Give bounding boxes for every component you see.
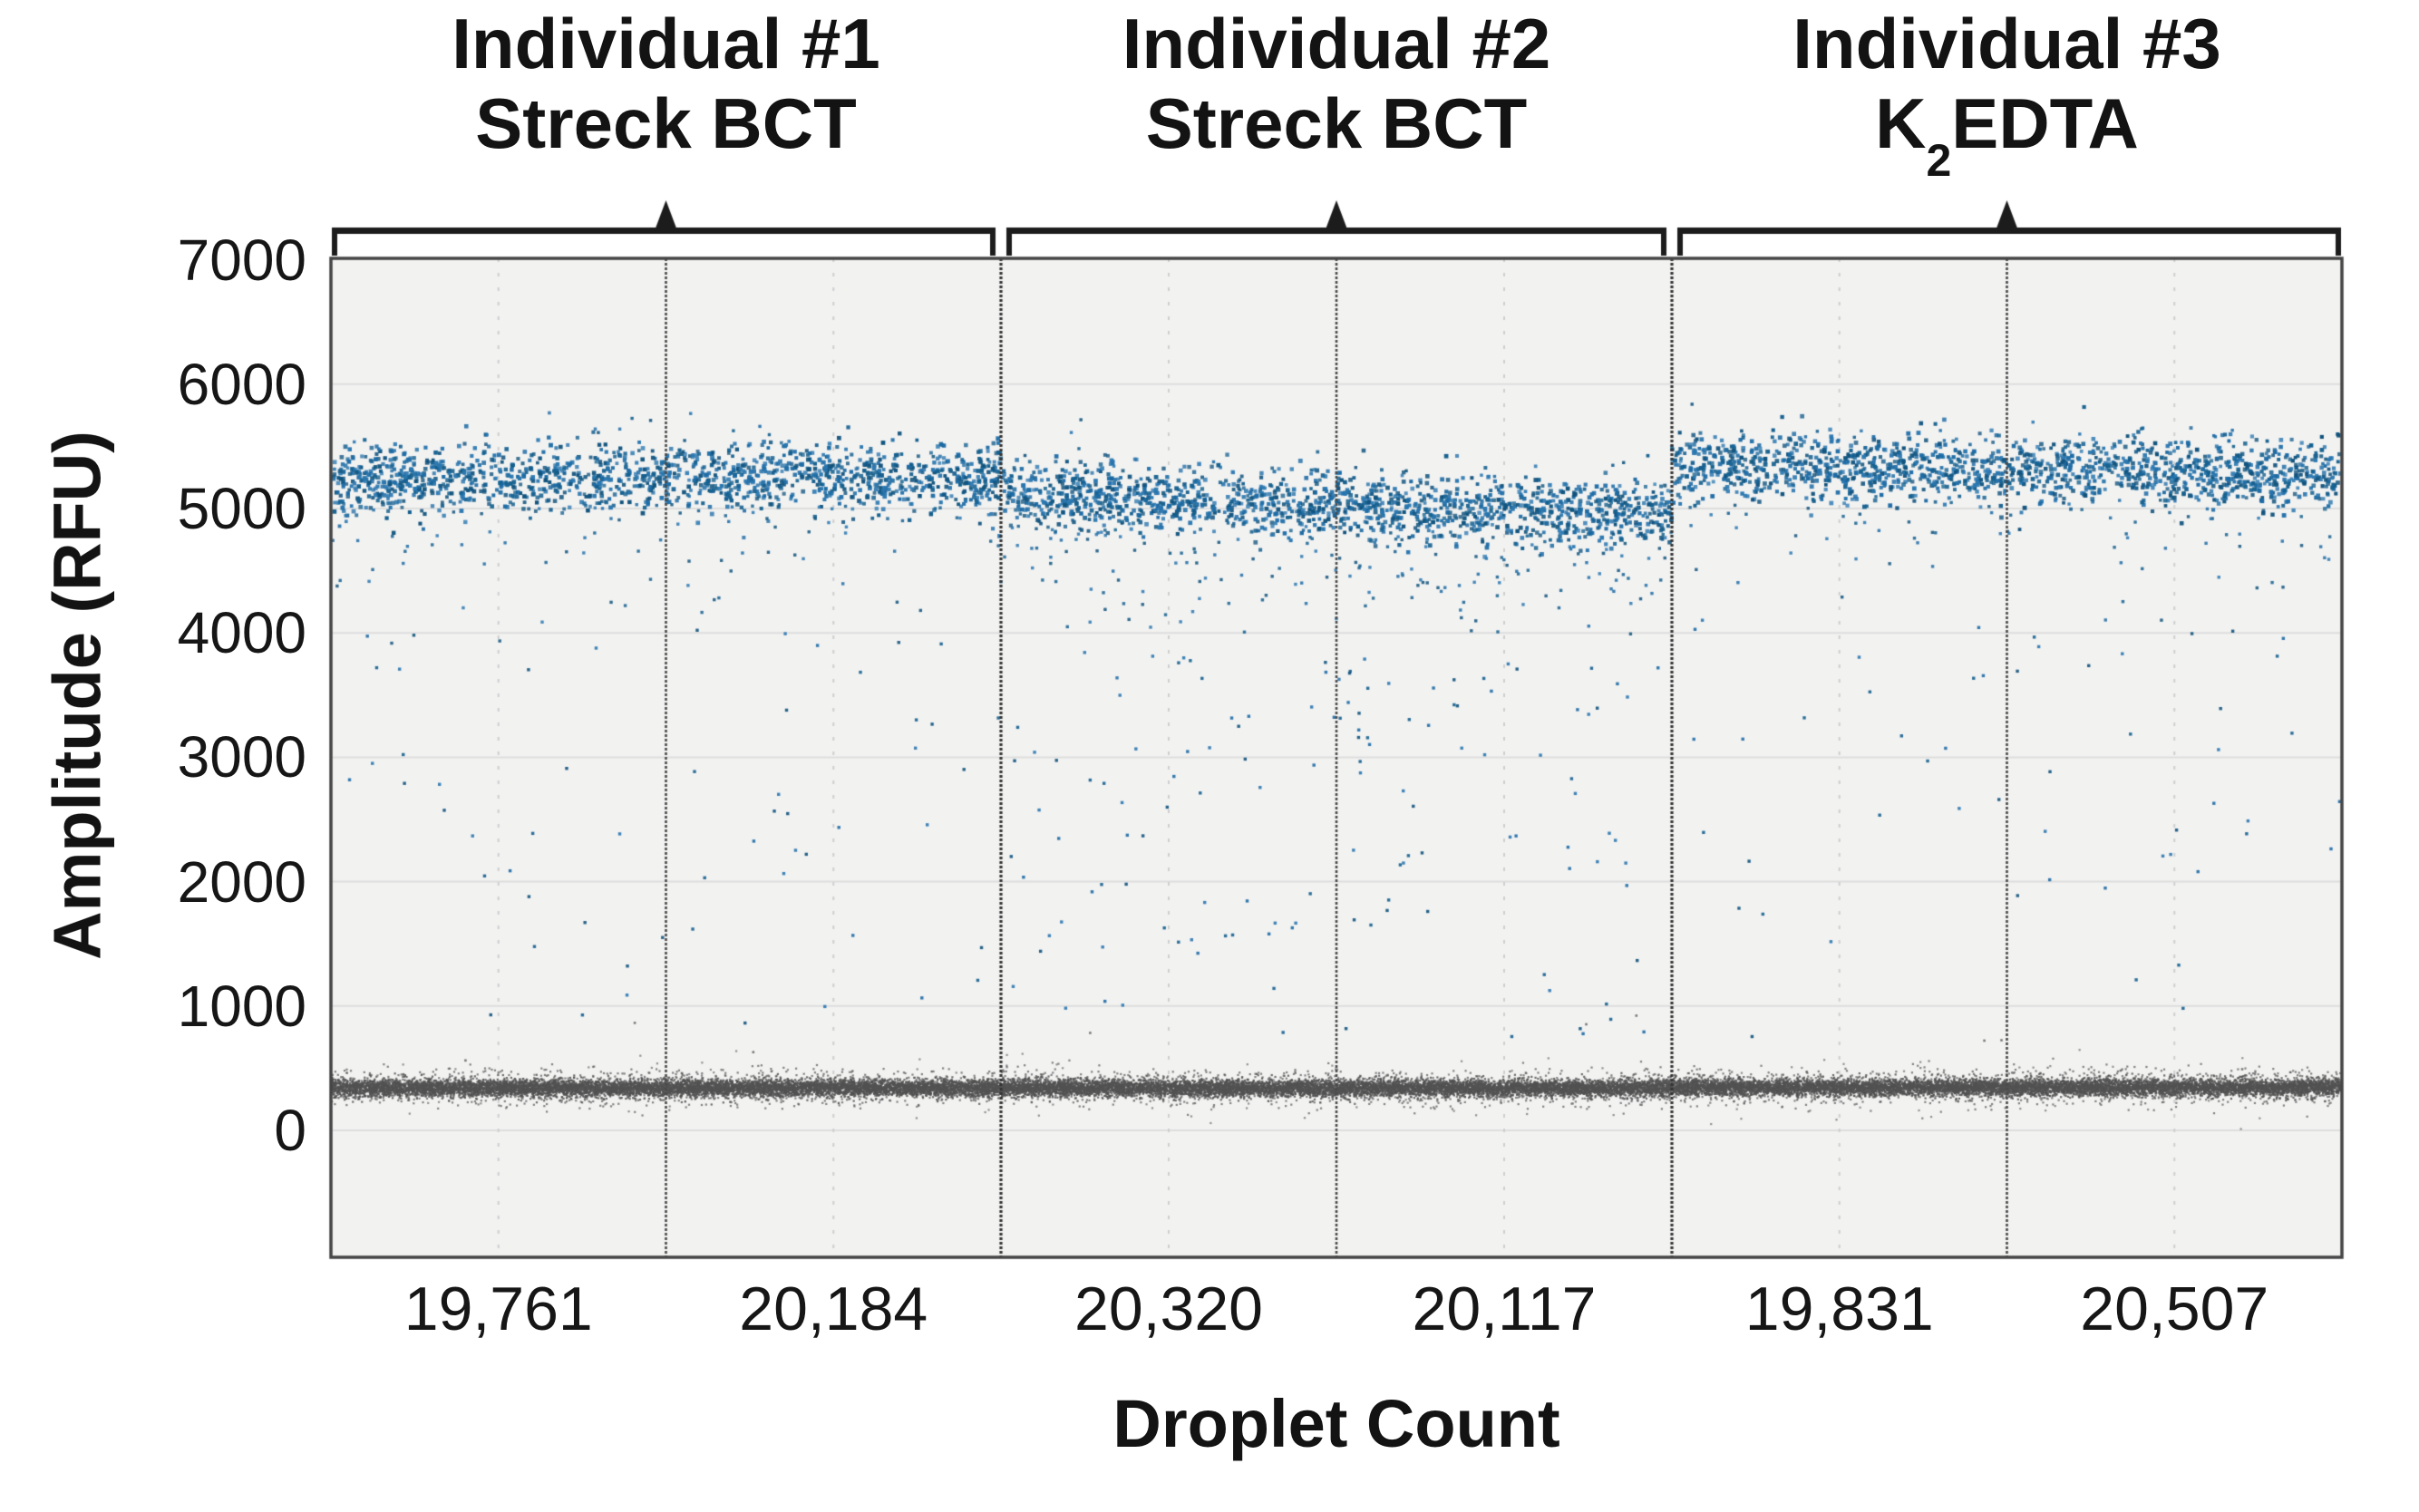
y-tick-label: 5000 xyxy=(177,476,306,541)
y-tick-label: 2000 xyxy=(177,848,306,915)
group-title-line2: K2EDTA xyxy=(1792,83,2220,183)
group-title-line1: Individual #3 xyxy=(1792,4,2221,83)
group-title-individual-1: Individual #1 Streck BCT xyxy=(452,4,879,163)
y-tick-label: 0 xyxy=(274,1098,306,1163)
y-tick-label: 7000 xyxy=(177,227,306,293)
y-tick-label: 4000 xyxy=(177,600,306,666)
x-tick-droplet-count: 19,831 xyxy=(1744,1275,1934,1343)
y-tick-label: 1000 xyxy=(177,973,306,1039)
y-tick-label: 6000 xyxy=(177,351,306,417)
group-title-individual-3: Individual #3 K2EDTA xyxy=(1792,4,2221,183)
x-tick-droplet-count: 19,761 xyxy=(403,1275,593,1343)
y-tick-label: 3000 xyxy=(177,724,306,790)
x-axis-label: Droplet Count xyxy=(1112,1386,1560,1461)
k2edta-rest: EDTA xyxy=(1951,83,2139,163)
x-tick-droplet-count: 20,117 xyxy=(1412,1275,1597,1343)
group-title-line1: Individual #1 xyxy=(452,4,880,83)
x-tick-droplet-count: 20,507 xyxy=(2080,1275,2269,1343)
x-tick-droplet-count: 20,320 xyxy=(1074,1275,1263,1343)
group-title-line2: Streck BCT xyxy=(475,83,857,163)
group-title-individual-2: Individual #2 Streck BCT xyxy=(1122,4,1550,163)
group-title-line1: Individual #2 xyxy=(1122,4,1551,83)
x-tick-droplet-count: 20,184 xyxy=(739,1275,928,1343)
k2edta-subscript: 2 xyxy=(1926,134,1952,186)
k2edta-base: K xyxy=(1875,83,1927,163)
group-title-line2: Streck BCT xyxy=(1145,83,1528,163)
